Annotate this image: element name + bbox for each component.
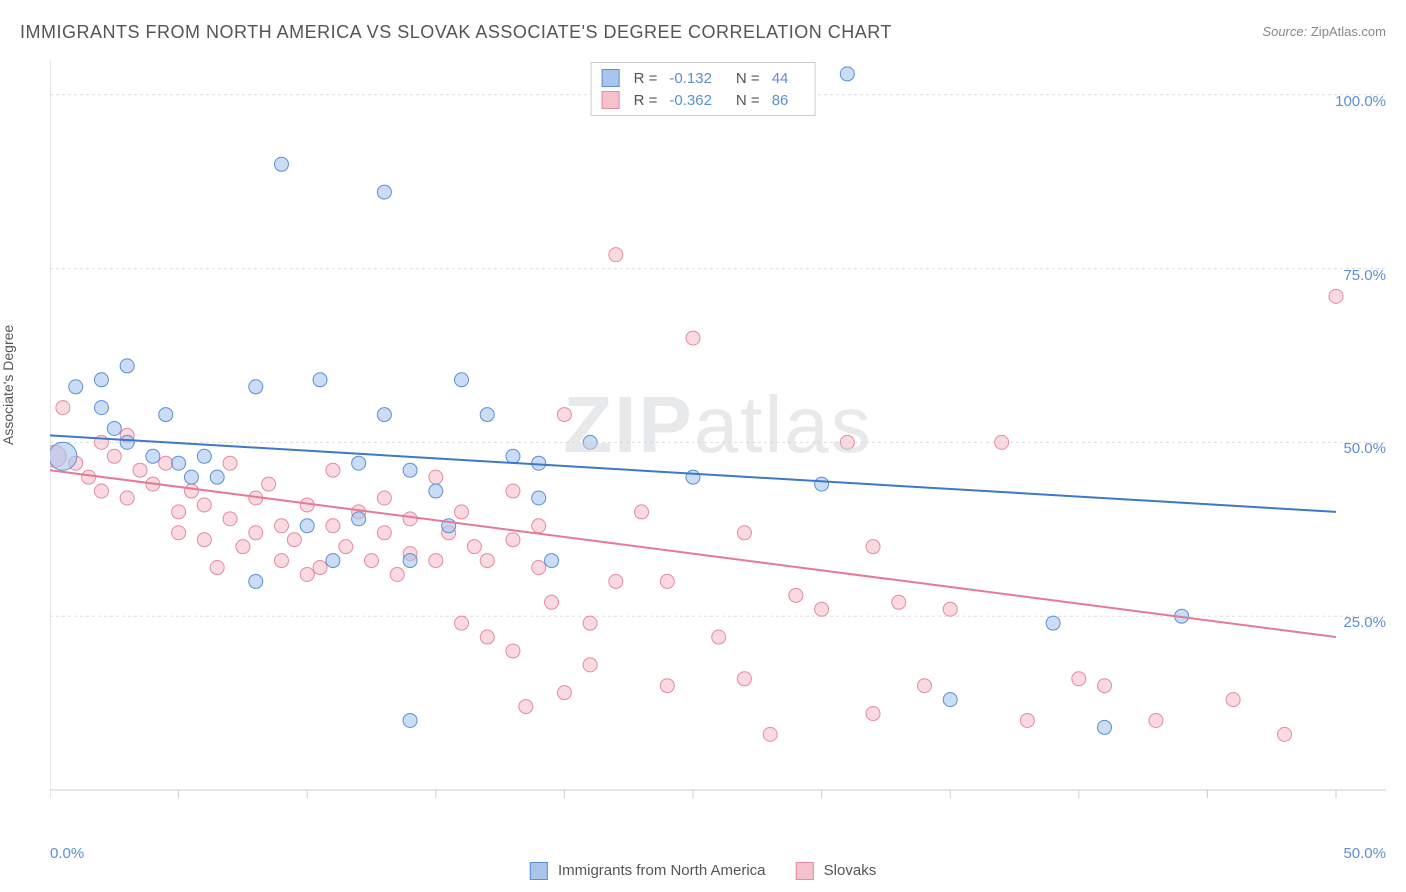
legend-row-series1: R = -0.132 N = 44 [602, 67, 805, 89]
legend-swatch-pink-icon [796, 862, 814, 880]
n-value-series1: 44 [772, 70, 789, 87]
scatter-chart-svg [50, 60, 1386, 820]
legend-swatch-pink [602, 91, 620, 109]
legend-item-series2: Slovaks [796, 862, 877, 880]
y-tick-50: 50.0% [1343, 440, 1386, 457]
r-value-series1: -0.132 [669, 70, 712, 87]
r-label: R = [634, 92, 658, 109]
source-value: ZipAtlas.com [1311, 24, 1386, 39]
source-attribution: Source: ZipAtlas.com [1262, 24, 1386, 39]
y-tick-25: 25.0% [1343, 614, 1386, 631]
x-tick-max: 50.0% [1343, 845, 1386, 862]
series-legend: Immigrants from North America Slovaks [530, 862, 876, 880]
y-axis-label: Associate's Degree [0, 325, 16, 445]
source-label: Source: [1262, 24, 1307, 39]
x-tick-min: 0.0% [50, 845, 84, 862]
legend-swatch-blue-icon [530, 862, 548, 880]
legend-swatch-blue [602, 69, 620, 87]
y-tick-100: 100.0% [1335, 93, 1386, 110]
r-label: R = [634, 70, 658, 87]
chart-title: IMMIGRANTS FROM NORTH AMERICA VS SLOVAK … [20, 22, 892, 43]
legend-item-series1: Immigrants from North America [530, 862, 766, 880]
y-tick-75: 75.0% [1343, 267, 1386, 284]
chart-plot-area: ZIPatlas [50, 60, 1386, 820]
n-value-series2: 86 [772, 92, 789, 109]
legend-row-series2: R = -0.362 N = 86 [602, 89, 805, 111]
correlation-legend-box: R = -0.132 N = 44 R = -0.362 N = 86 [591, 62, 816, 116]
legend-label-series1: Immigrants from North America [558, 862, 766, 879]
n-label: N = [736, 92, 760, 109]
n-label: N = [736, 70, 760, 87]
legend-label-series2: Slovaks [824, 862, 877, 879]
r-value-series2: -0.362 [669, 92, 712, 109]
